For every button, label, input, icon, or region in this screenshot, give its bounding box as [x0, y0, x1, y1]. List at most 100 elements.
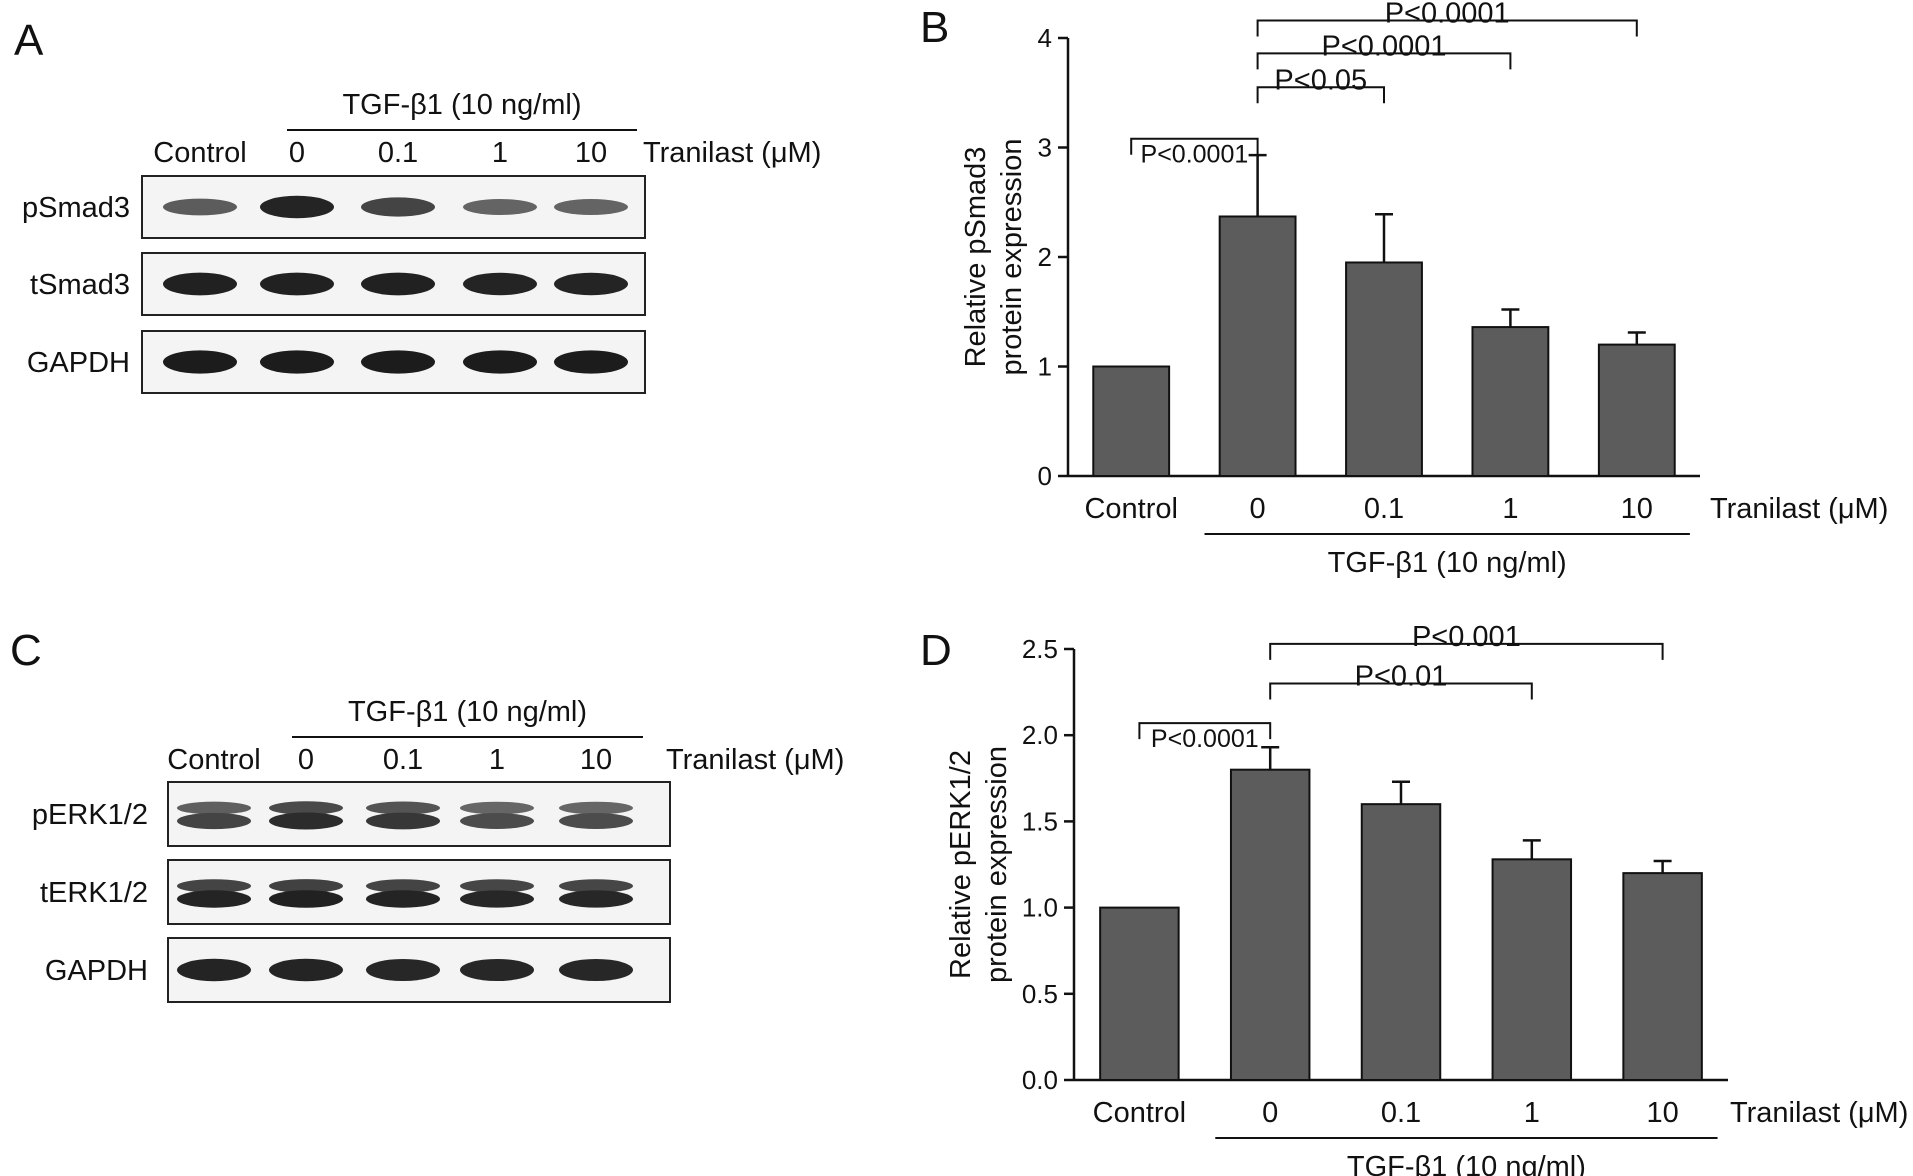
lane-label: 0.1	[383, 744, 423, 776]
panel-letter: A	[14, 16, 44, 65]
significance-label: P<0.0001	[1322, 30, 1447, 62]
category-label: 10	[1621, 493, 1653, 525]
band	[269, 958, 343, 982]
y-axis-label: Relative pSmad3 protein expression	[960, 139, 1028, 376]
band	[177, 812, 251, 830]
significance-bracket	[1256, 86, 1385, 104]
bar	[1092, 365, 1171, 477]
significance-bracket	[1138, 722, 1272, 740]
significance-bracket	[1256, 19, 1638, 37]
y-tick-label: 1.5	[1022, 806, 1058, 836]
band	[463, 350, 537, 374]
band	[366, 812, 440, 830]
band	[163, 198, 237, 216]
band	[260, 350, 334, 374]
significance-bracket	[1269, 682, 1533, 700]
bar	[1345, 261, 1423, 477]
significance-bracket	[1256, 52, 1512, 70]
band	[460, 801, 534, 815]
band	[361, 350, 435, 374]
dose-label: Tranilast (μM)	[1730, 1097, 1908, 1129]
bar	[1597, 343, 1676, 477]
band	[177, 958, 251, 982]
band	[366, 801, 440, 815]
significance-label: P<0.05	[1274, 64, 1367, 96]
band	[559, 813, 633, 829]
bar	[1229, 768, 1311, 1081]
row-label: GAPDH	[27, 347, 130, 379]
band	[361, 272, 435, 296]
band	[177, 879, 251, 893]
y-axis-label-line: protein expression	[981, 746, 1013, 983]
bar	[1099, 906, 1180, 1081]
category-label: 1	[1502, 493, 1518, 525]
panel-letter: D	[920, 626, 952, 675]
band	[554, 272, 628, 296]
category-label: 0	[1262, 1097, 1278, 1129]
lane-label: 0	[298, 744, 314, 776]
category-label: 1	[1524, 1097, 1540, 1129]
band	[366, 890, 440, 908]
panel-letter: B	[920, 3, 949, 52]
dose-label: Tranilast (μM)	[643, 137, 821, 169]
bar	[1218, 215, 1297, 478]
row-label: GAPDH	[45, 955, 148, 987]
band	[366, 958, 440, 982]
band	[460, 879, 534, 893]
lane-label: 10	[575, 137, 607, 169]
band	[554, 350, 628, 374]
band	[559, 879, 633, 893]
significance-label: P<0.0001	[1385, 0, 1510, 29]
band	[559, 958, 633, 982]
band	[260, 272, 334, 296]
panel-a-western-blot: A TGF-β1 (10 ng/ml) Control 0 0.1 1 10 Tranilas…	[14, 16, 821, 394]
y-axis-label-line: protein expression	[996, 139, 1028, 376]
bar	[1471, 326, 1550, 477]
dose-label: Tranilast (μM)	[666, 744, 844, 776]
lane-label: 10	[580, 744, 612, 776]
panel-d-bar-chart: D 0.0 0.5 1.0 1.5 2.0 2.5 Relative pERK1/2 prote…	[920, 621, 1908, 1176]
significance-bracket	[1130, 137, 1259, 155]
dose-label: Tranilast (μM)	[1710, 493, 1888, 525]
band	[177, 890, 251, 908]
y-tick-label: 4	[1038, 23, 1052, 53]
lane-label: 1	[492, 137, 508, 169]
band	[163, 350, 237, 374]
band	[269, 801, 343, 815]
category-label: 0.1	[1364, 493, 1404, 525]
y-axis-label-line: Relative pERK1/2	[945, 750, 977, 979]
band	[559, 801, 633, 815]
significance-label: P<0.001	[1412, 621, 1521, 653]
lane-label: 0	[289, 137, 305, 169]
lane-label: Control	[153, 137, 247, 169]
band	[177, 801, 251, 815]
significance-label: P<0.0001	[1151, 725, 1259, 753]
band	[460, 813, 534, 829]
significance-label: P<0.0001	[1141, 141, 1249, 169]
y-tick-label: 1	[1038, 352, 1052, 382]
band	[361, 197, 435, 217]
band	[559, 890, 633, 908]
group-label: TGF-β1 (10 ng/ml)	[1347, 1151, 1586, 1176]
panel-letter: C	[10, 626, 42, 675]
category-label: 0.1	[1381, 1097, 1421, 1129]
y-tick-label: 0.5	[1022, 979, 1058, 1009]
bar	[1491, 858, 1573, 1081]
y-tick-label: 2.5	[1022, 634, 1058, 664]
band	[269, 812, 343, 830]
band	[460, 890, 534, 908]
band	[269, 890, 343, 908]
band	[554, 199, 628, 215]
y-tick-label: 1.0	[1022, 893, 1058, 923]
lane-label: 1	[489, 744, 505, 776]
category-label: 0	[1250, 493, 1266, 525]
y-tick-label: 2	[1038, 242, 1052, 272]
y-tick-label: 3	[1038, 133, 1052, 163]
y-axis-label: Relative pERK1/2 protein expression	[945, 746, 1013, 983]
band	[260, 195, 334, 219]
category-label: Control	[1093, 1097, 1187, 1129]
y-tick-label: 0	[1038, 461, 1052, 491]
band	[269, 879, 343, 893]
panel-b-bar-chart: B 0 1 2 3 4 Relative pSmad3 protein expression C…	[920, 0, 1888, 579]
